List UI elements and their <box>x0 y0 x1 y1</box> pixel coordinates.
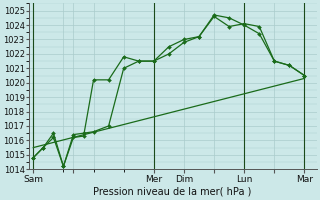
X-axis label: Pression niveau de la mer( hPa ): Pression niveau de la mer( hPa ) <box>93 187 252 197</box>
